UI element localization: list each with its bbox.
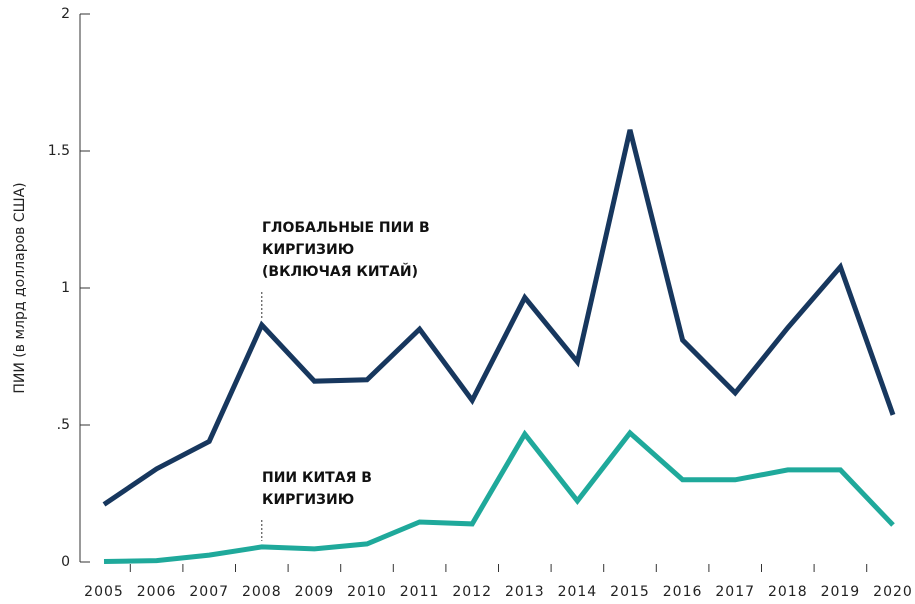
y-axis-label: ПИИ (в млрд долларов США) — [12, 182, 28, 393]
series-line — [103, 429, 895, 564]
x-tick-label: 2020 — [873, 584, 913, 600]
x-tick-label: 2018 — [768, 584, 808, 600]
legend-label: ПИИ КИТАЯ В — [262, 470, 372, 486]
legend-label: КИРГИЗИЮ — [262, 492, 354, 508]
legend-label: КИРГИЗИЮ — [262, 242, 354, 258]
legend-label: ГЛОБАЛЬНЫЕ ПИИ В — [262, 220, 430, 236]
x-tick-label: 2017 — [715, 584, 755, 600]
x-tick-label: 2005 — [84, 584, 124, 600]
x-tick-label: 2009 — [295, 584, 335, 600]
x-tick-label: 2013 — [505, 584, 545, 600]
x-tick-label: 2010 — [347, 584, 387, 600]
x-tick-label: 2008 — [242, 584, 282, 600]
x-tick-label: 2014 — [558, 584, 598, 600]
y-tick-label: 1.5 — [48, 143, 70, 159]
series-line — [102, 129, 896, 507]
x-tick-label: 2006 — [137, 584, 177, 600]
y-tick-label: 1 — [61, 280, 70, 296]
y-tick-label: 0 — [61, 554, 70, 570]
x-tick-label: 2015 — [610, 584, 650, 600]
x-tick-label: 2012 — [452, 584, 492, 600]
legend-label: (ВКЛЮЧАЯ КИТАЙ) — [262, 263, 418, 280]
x-tick-label: 2007 — [189, 584, 229, 600]
x-tick-label: 2016 — [663, 584, 703, 600]
x-tick-label: 2011 — [400, 584, 440, 600]
y-tick-label: 2 — [61, 6, 70, 22]
x-tick-label: 2019 — [821, 584, 861, 600]
y-tick-label: .5 — [57, 417, 70, 433]
